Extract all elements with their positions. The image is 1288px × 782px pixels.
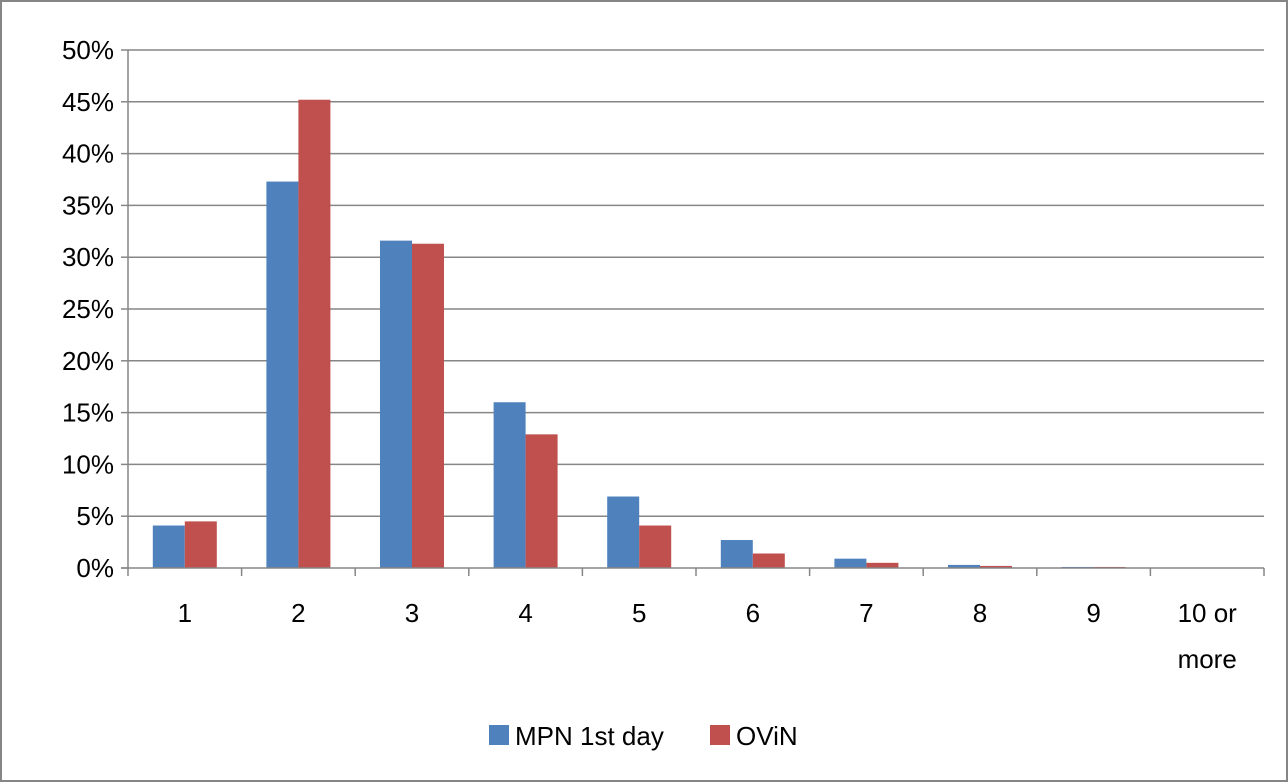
y-tick-label: 30% (62, 242, 114, 272)
bar-ovin-4 (525, 434, 558, 568)
x-tick-label: 6 (746, 598, 760, 628)
y-tick-label: 40% (62, 139, 114, 169)
y-axis-ticks: 0% 5% 10% 15% 20% 25% 30% 35% 40% 45% 50% (62, 35, 128, 583)
bar-mpn-1st-day-1 (152, 525, 185, 568)
y-tick-label: 25% (62, 294, 114, 324)
bar-ovin-8 (980, 565, 1012, 568)
y-tick-label: 0% (76, 553, 114, 583)
bar-ovin-2 (298, 99, 331, 568)
bar-ovin-5 (639, 525, 672, 568)
x-tick-label: 9 (1086, 598, 1100, 628)
x-tick-label: 2 (291, 598, 305, 628)
bar-ovin-6 (752, 553, 785, 568)
legend-swatch (489, 725, 509, 745)
y-tick-label: 20% (62, 346, 114, 376)
x-tick-label: 4 (518, 598, 532, 628)
bar-ovin-1 (184, 521, 217, 568)
y-tick-label: 5% (76, 501, 114, 531)
bars (152, 99, 1126, 568)
y-tick-label: 10% (62, 449, 114, 479)
axes (121, 50, 1264, 569)
legend: MPN 1st day OViN (489, 721, 798, 751)
x-tick-label: 3 (405, 598, 419, 628)
bar-mpn-1st-day-2 (266, 181, 299, 568)
bar-mpn-1st-day-8 (948, 564, 980, 568)
bar-mpn-1st-day-7 (834, 558, 867, 568)
legend-label: OViN (736, 721, 798, 751)
x-axis-ticks: 1 2 3 4 5 6 7 8 9 10 or more (127, 568, 1265, 674)
bar-mpn-1st-day-3 (380, 240, 412, 568)
bar-ovin-7 (866, 562, 899, 568)
bar-mpn-1st-day-4 (493, 402, 526, 568)
y-tick-label: 45% (62, 87, 114, 117)
y-tick-label: 35% (62, 190, 114, 220)
y-tick-label: 50% (62, 35, 114, 65)
x-tick-label: 7 (859, 598, 873, 628)
x-tick-label: 10 or more (1178, 598, 1238, 674)
x-tick-label: 5 (632, 598, 646, 628)
bar-ovin-3 (412, 243, 444, 568)
x-tick-label: 1 (178, 598, 192, 628)
legend-swatch (710, 725, 730, 745)
bar-mpn-1st-day-6 (720, 540, 753, 568)
y-tick-label: 15% (62, 398, 114, 428)
bar-mpn-1st-day-5 (607, 496, 640, 568)
legend-label: MPN 1st day (515, 721, 664, 751)
x-tick-label: 8 (973, 598, 987, 628)
